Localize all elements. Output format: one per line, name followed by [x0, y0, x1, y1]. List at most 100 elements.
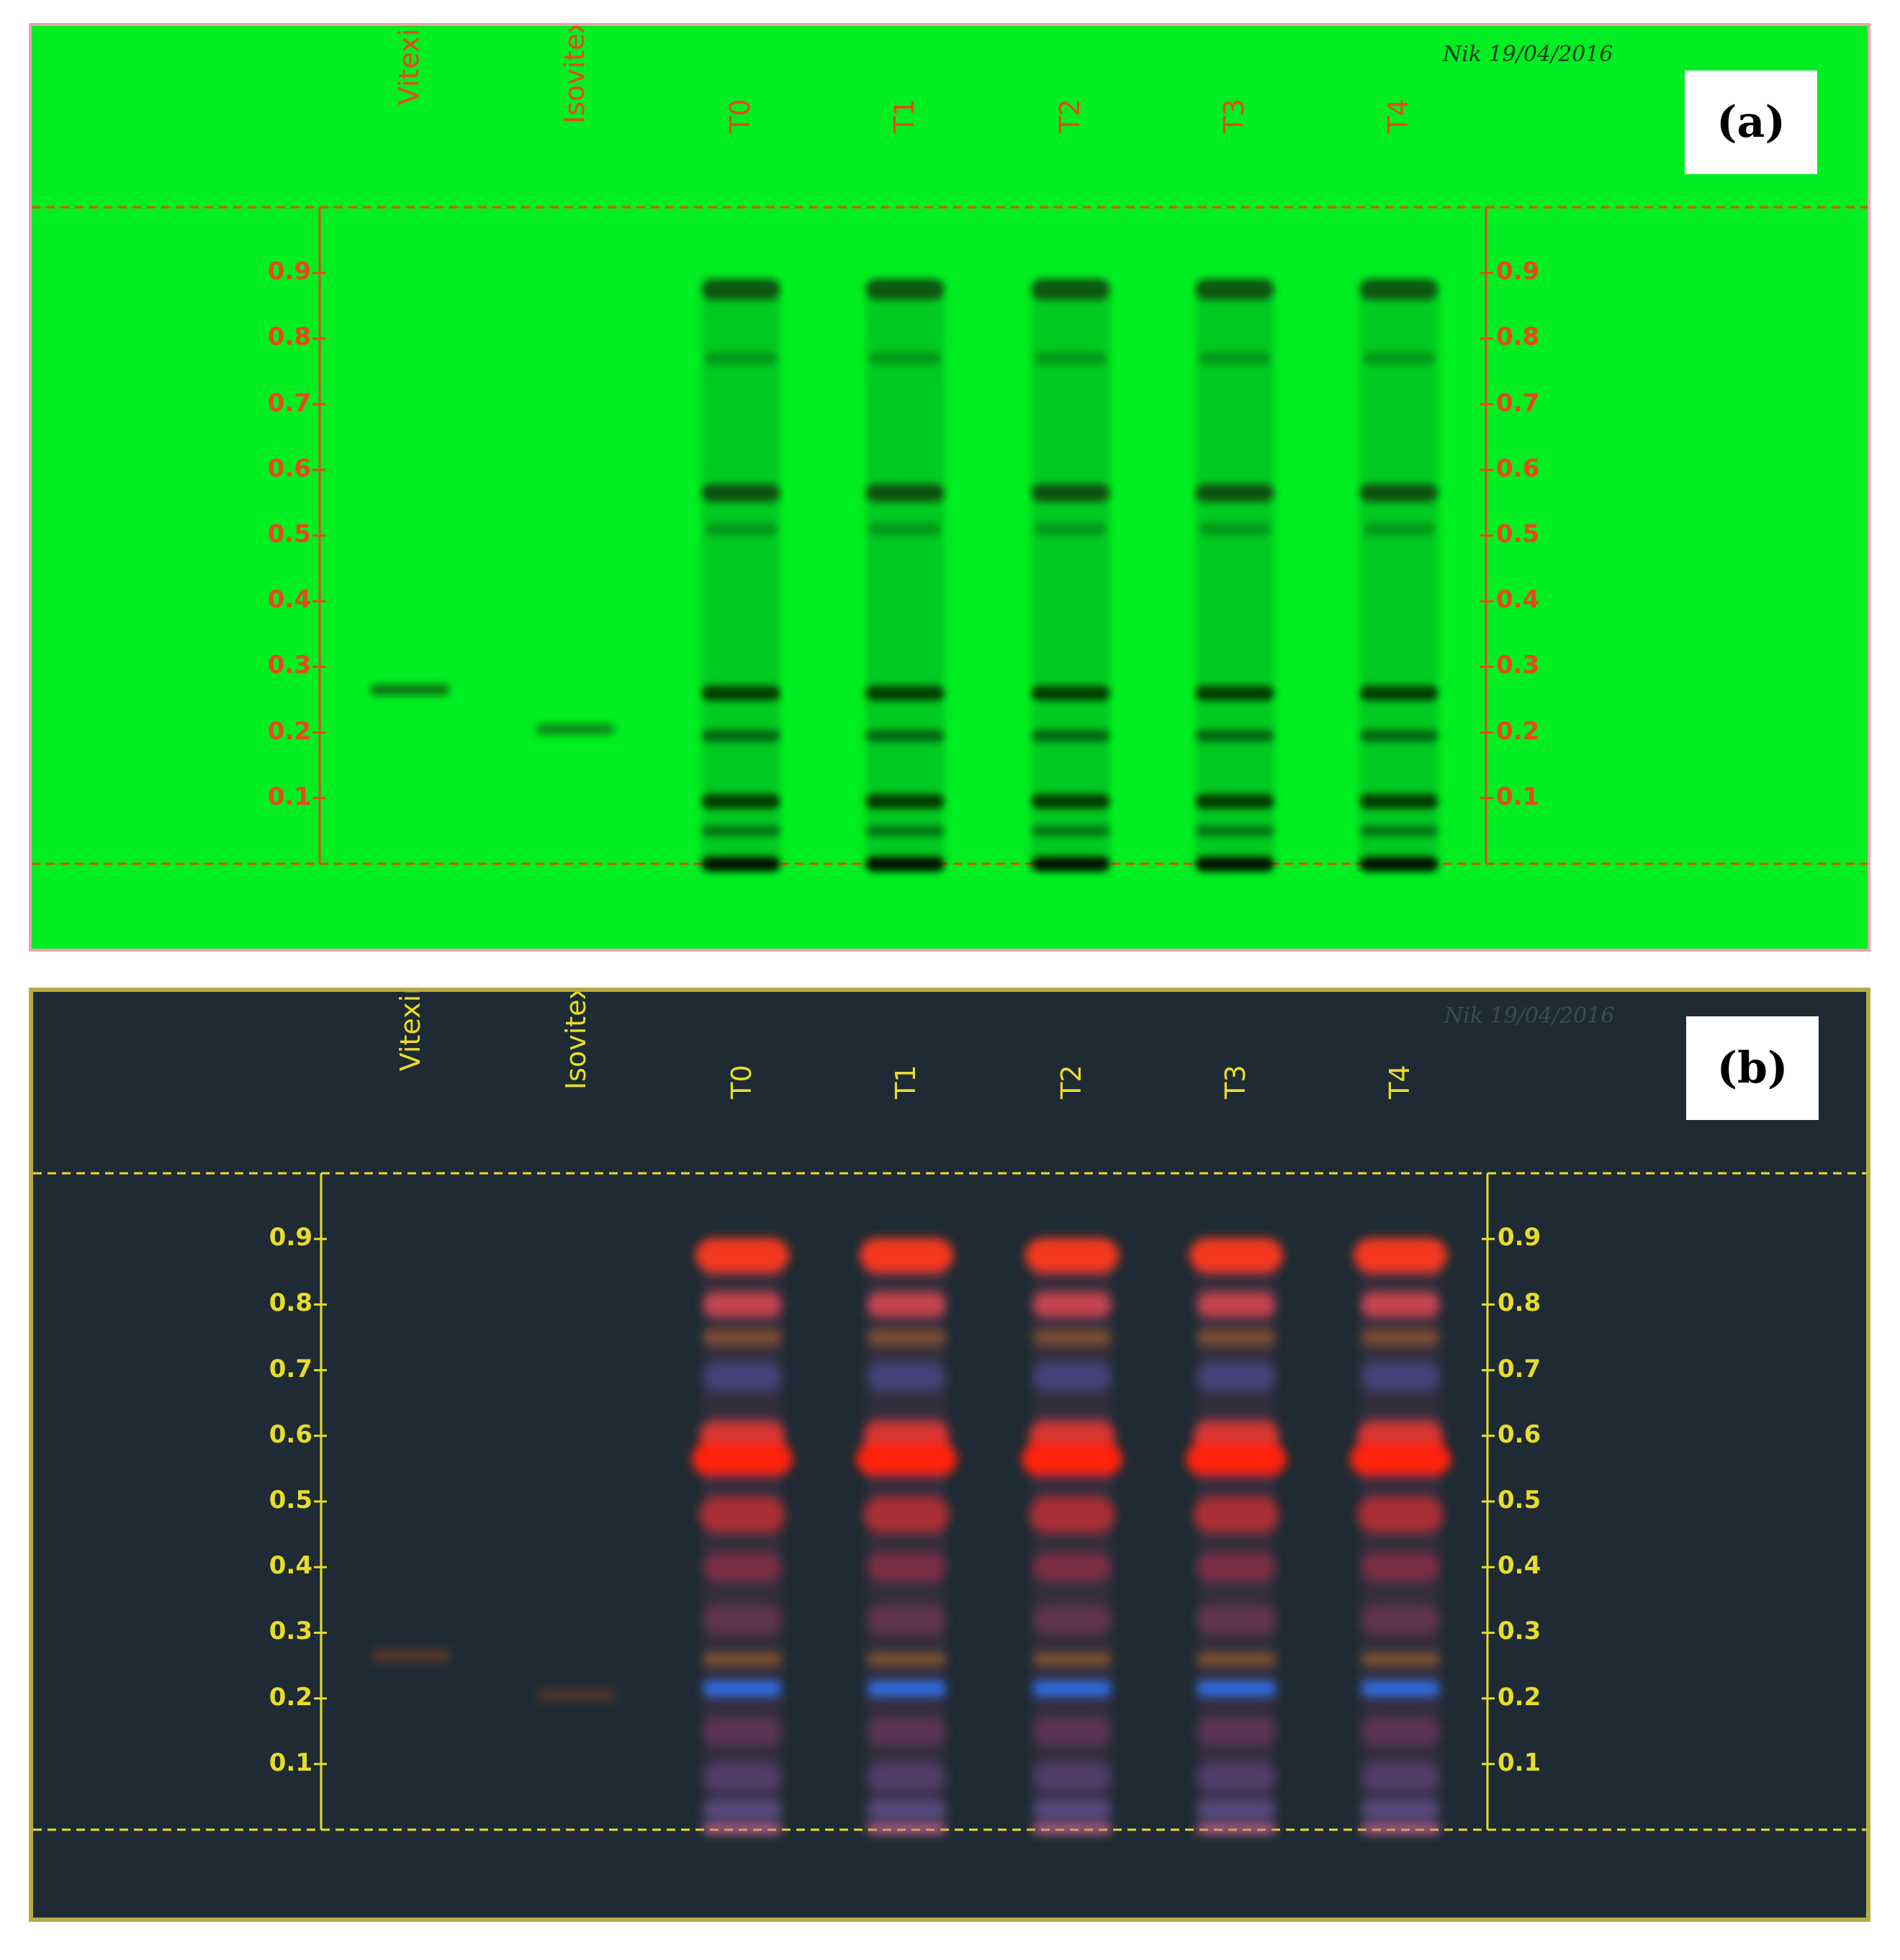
sample-band [1032, 1362, 1112, 1391]
sample-band [1359, 856, 1438, 872]
sample-band [1361, 1763, 1440, 1792]
sample-band [1197, 1681, 1276, 1695]
rf-tick-label-right: 0.3 [1496, 651, 1540, 680]
sample-band [701, 685, 780, 701]
rf-tick-label-right: 0.2 [1496, 716, 1540, 746]
sample-band [1195, 856, 1274, 872]
lane-label-t3: T3 [1220, 1065, 1251, 1099]
lane-label-t0: T0 [724, 99, 756, 133]
lane-label-isovitexin: Isovitexin [559, 23, 590, 125]
sample-band [1032, 1292, 1112, 1317]
rf-tick-label-left: 0.4 [269, 1551, 312, 1581]
rf-tick-label-right: 0.2 [1498, 1682, 1541, 1712]
sample-band [1035, 351, 1107, 365]
sample-band [703, 1362, 782, 1391]
lane-label-t2: T2 [1054, 99, 1086, 133]
rf-tick-label-right: 0.7 [1498, 1354, 1541, 1383]
sample-band [699, 1496, 785, 1533]
sample-band [869, 351, 941, 365]
rf-tick-label-right: 0.5 [1496, 520, 1540, 548]
rf-tick-label-left: 0.3 [269, 1617, 312, 1646]
sample-band [1032, 1763, 1112, 1792]
rf-tick-label-left: 0.8 [269, 1288, 312, 1318]
sample-band [1195, 279, 1274, 300]
sample-band [1031, 685, 1110, 701]
sample-band [1199, 351, 1271, 365]
sample-band [867, 1799, 946, 1821]
sample-band [1197, 1362, 1276, 1391]
sample-band [695, 1238, 789, 1273]
sample-band [1186, 1442, 1287, 1476]
sample-band [1361, 1329, 1440, 1345]
sample-band [1361, 1292, 1440, 1317]
rf-tick-label-right: 0.8 [1496, 322, 1540, 352]
rf-tick-label-right: 0.9 [1496, 257, 1540, 286]
sample-band [1032, 1826, 1112, 1833]
sample-band [1022, 1442, 1122, 1476]
lane-smear [1359, 294, 1438, 864]
rf-tick-label-left: 0.2 [267, 716, 311, 746]
sample-band [1031, 483, 1110, 502]
lane-label-isovitexin: Isovitexin [560, 988, 592, 1090]
sample-band [701, 825, 780, 837]
lane-smear [701, 294, 780, 864]
sample-band [856, 1442, 957, 1476]
sample-band [1354, 1238, 1447, 1273]
sample-band [1363, 351, 1435, 365]
sample-band [1193, 1496, 1279, 1533]
sample-band [703, 1799, 782, 1821]
rf-tick-label-left: 0.1 [267, 782, 311, 811]
band-group [370, 279, 1438, 872]
sample-band [703, 1681, 782, 1695]
sample-band [1032, 1717, 1112, 1746]
band-isovitexin [537, 1689, 616, 1702]
rf-tick-label-left: 0.7 [269, 1354, 312, 1383]
rf-tick-label-left: 0.9 [269, 1223, 312, 1252]
rf-tick-label-right: 0.6 [1496, 453, 1540, 483]
sample-band [1197, 1329, 1276, 1345]
sample-band [1361, 1653, 1440, 1664]
sample-band [1195, 729, 1274, 743]
lane-label-t1: T1 [888, 99, 920, 133]
sample-band [703, 1763, 782, 1792]
sample-band [867, 1605, 946, 1635]
rf-tick-label-left: 0.5 [269, 1486, 312, 1514]
sample-band [1197, 1826, 1276, 1833]
band-vitexin [370, 684, 449, 696]
sample-band [867, 1329, 946, 1345]
sample-band [1025, 1238, 1119, 1273]
sample-band [867, 1717, 946, 1746]
sample-band [865, 793, 945, 810]
lane-label-t2: T2 [1055, 1065, 1087, 1099]
sample-band [1031, 793, 1110, 810]
lane-label-t4: T4 [1382, 99, 1414, 133]
sample-band [1197, 1799, 1276, 1821]
lane-label-t1: T1 [890, 1065, 922, 1099]
rf-tick-label-right: 0.8 [1498, 1288, 1541, 1318]
sample-band [1359, 685, 1438, 701]
sample-band [1199, 522, 1271, 536]
sample-band [1359, 483, 1438, 502]
sample-band [863, 1496, 950, 1533]
band-group [372, 1238, 1451, 1833]
sample-band [701, 856, 780, 872]
panel-label-a: (a) [1685, 71, 1817, 174]
band-isovitexin [536, 723, 615, 736]
rf-tick-label-right: 0.5 [1498, 1486, 1541, 1514]
rf-tick-label-right: 0.9 [1498, 1223, 1541, 1252]
sample-band [1361, 1826, 1440, 1833]
rf-tick-label-right: 0.4 [1498, 1551, 1541, 1581]
sample-band [1359, 825, 1438, 837]
rf-tick-label-right: 0.7 [1496, 388, 1540, 417]
sample-band [1195, 685, 1274, 701]
sample-band [703, 1605, 782, 1635]
lane-label-t3: T3 [1218, 99, 1250, 133]
plate-b-drawing [33, 1172, 1866, 1833]
sample-band [703, 1553, 782, 1582]
sample-band [869, 522, 941, 536]
sample-band [1197, 1292, 1276, 1317]
sample-band [1197, 1763, 1276, 1792]
sample-band [867, 1362, 946, 1391]
sample-band [1032, 1653, 1112, 1664]
sample-band [1359, 729, 1438, 743]
